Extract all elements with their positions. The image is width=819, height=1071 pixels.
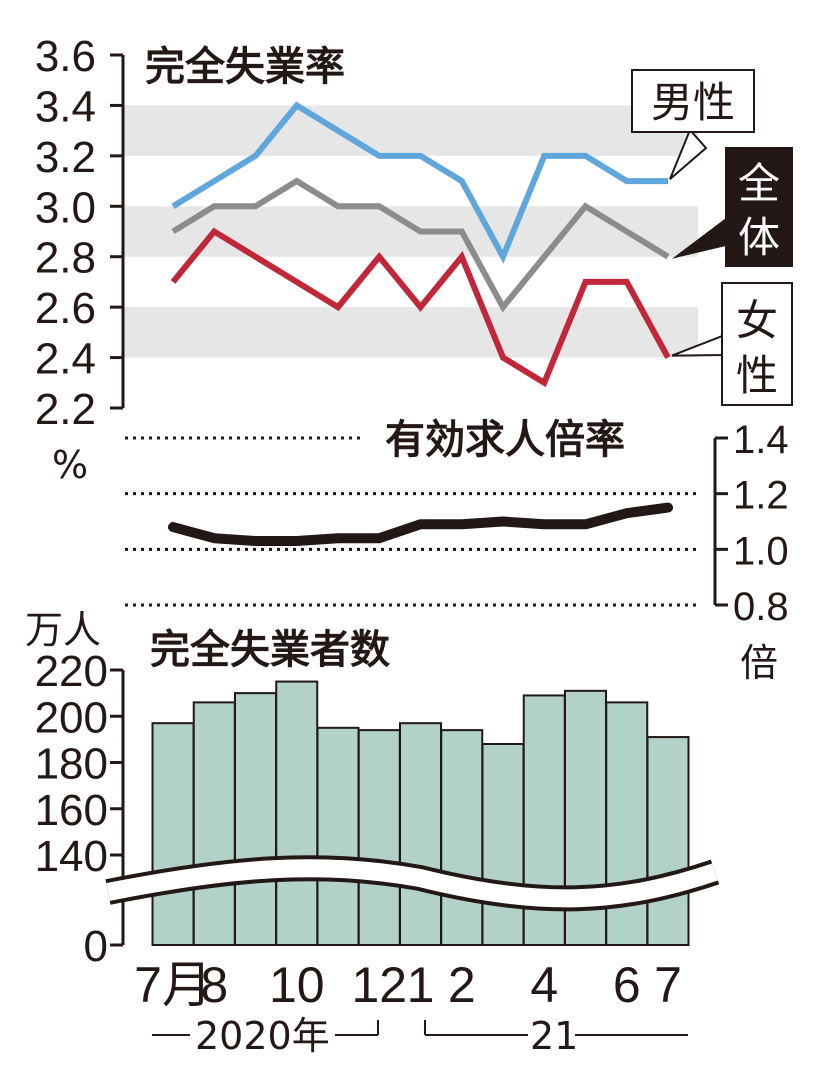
- x-label-6: 4: [530, 957, 558, 1013]
- bar-ytick-label-0: 0: [84, 922, 108, 971]
- x-label-4: 1: [407, 957, 435, 1013]
- ratio-unit-label: 倍: [740, 641, 778, 685]
- ratio-ytick-label-2: 1.2: [733, 474, 789, 518]
- rate-grid-bands: [123, 105, 698, 358]
- x-label-5: 2: [448, 957, 476, 1013]
- rate-ytick-label-1: 2.4: [35, 335, 96, 384]
- ratio-ytick-label-1: 1.0: [733, 529, 789, 573]
- x-label-3: 12: [351, 957, 407, 1013]
- bar-unit-label: 万人: [25, 608, 101, 652]
- rate-ytick-label-3: 2.8: [35, 234, 96, 283]
- bar-ytick-label-5: 220: [35, 647, 108, 696]
- rate-y-ticks: 2.22.42.62.83.03.23.43.6: [35, 32, 123, 434]
- male-callout-label: 男性: [651, 78, 735, 127]
- rate-ytick-label-6: 3.4: [35, 82, 96, 131]
- male-callout-pointer: [669, 128, 708, 180]
- rate-ytick-label-0: 2.2: [35, 385, 96, 434]
- bar-ytick-label-4: 200: [35, 693, 108, 742]
- ratio-chart-title: 有効求人倍率: [385, 417, 625, 463]
- ratio-series-line: [168, 502, 673, 546]
- bar-8: [481, 743, 525, 946]
- x-label-7: 6: [613, 957, 641, 1013]
- ratio-ytick-label-3: 1.4: [733, 418, 789, 462]
- axis-break-mark: [105, 855, 720, 912]
- x-label-0: 7月: [134, 957, 212, 1013]
- bar-5: [357, 729, 401, 946]
- rate-ytick-label-7: 3.6: [35, 32, 96, 81]
- ratio-y-ticks: 0.8 1.0 1.2 1.4: [715, 418, 789, 629]
- rate-chart-title: 完全失業率: [145, 44, 345, 90]
- bar-2: [234, 692, 277, 946]
- bar-6: [399, 722, 442, 946]
- year-brackets: 2020年 21: [152, 1014, 688, 1058]
- x-label-8: 7: [654, 957, 682, 1013]
- x-label-1: 8: [200, 957, 228, 1013]
- x-label-2: 10: [269, 957, 325, 1013]
- rate-series-line-0: [171, 101, 668, 264]
- male-callout-box: [631, 69, 755, 133]
- bar-ytick-label-3: 180: [35, 740, 108, 789]
- bar-3: [275, 680, 319, 946]
- rate-band-0: [123, 105, 698, 156]
- unemployed-chart-title: 完全失業者数: [150, 627, 390, 673]
- female-callout-char-2: 性: [736, 351, 778, 400]
- year-2021-label: 21: [530, 1014, 578, 1058]
- bar-4: [316, 726, 360, 946]
- bar-0: [151, 722, 195, 946]
- total-callout-char-2: 体: [738, 213, 780, 262]
- total-callout-char-1: 全: [738, 159, 780, 208]
- year-2020-label: 2020年: [195, 1014, 330, 1058]
- bar-12: [646, 736, 690, 946]
- rate-band-1: [123, 206, 698, 257]
- female-callout-char-1: 女: [736, 296, 778, 345]
- rate-series-line-2: [170, 227, 671, 388]
- rate-lines: [170, 101, 671, 388]
- total-callout-pointer: [672, 215, 730, 259]
- total-callout-box: [725, 147, 793, 267]
- rate-band-2: [123, 307, 698, 358]
- bar-ytick-label-2: 160: [35, 786, 108, 835]
- rate-ytick-label-5: 3.2: [35, 133, 96, 182]
- female-callout-box: [721, 282, 793, 406]
- rate-ytick-label-4: 3.0: [35, 183, 96, 232]
- rate-ytick-label-2: 2.6: [35, 284, 96, 333]
- x-axis-labels: 7月8 10 12 1 2 4 6 7: [134, 957, 682, 1013]
- ratio-ytick-label-0: 0.8: [733, 585, 789, 629]
- bar-1: [192, 701, 236, 946]
- ratio-line: [168, 502, 673, 546]
- rate-unit-label: %: [52, 443, 88, 487]
- bar-ytick-label-1: 140: [35, 832, 108, 881]
- rate-series-line-1: [171, 177, 670, 313]
- bar-7: [440, 729, 484, 946]
